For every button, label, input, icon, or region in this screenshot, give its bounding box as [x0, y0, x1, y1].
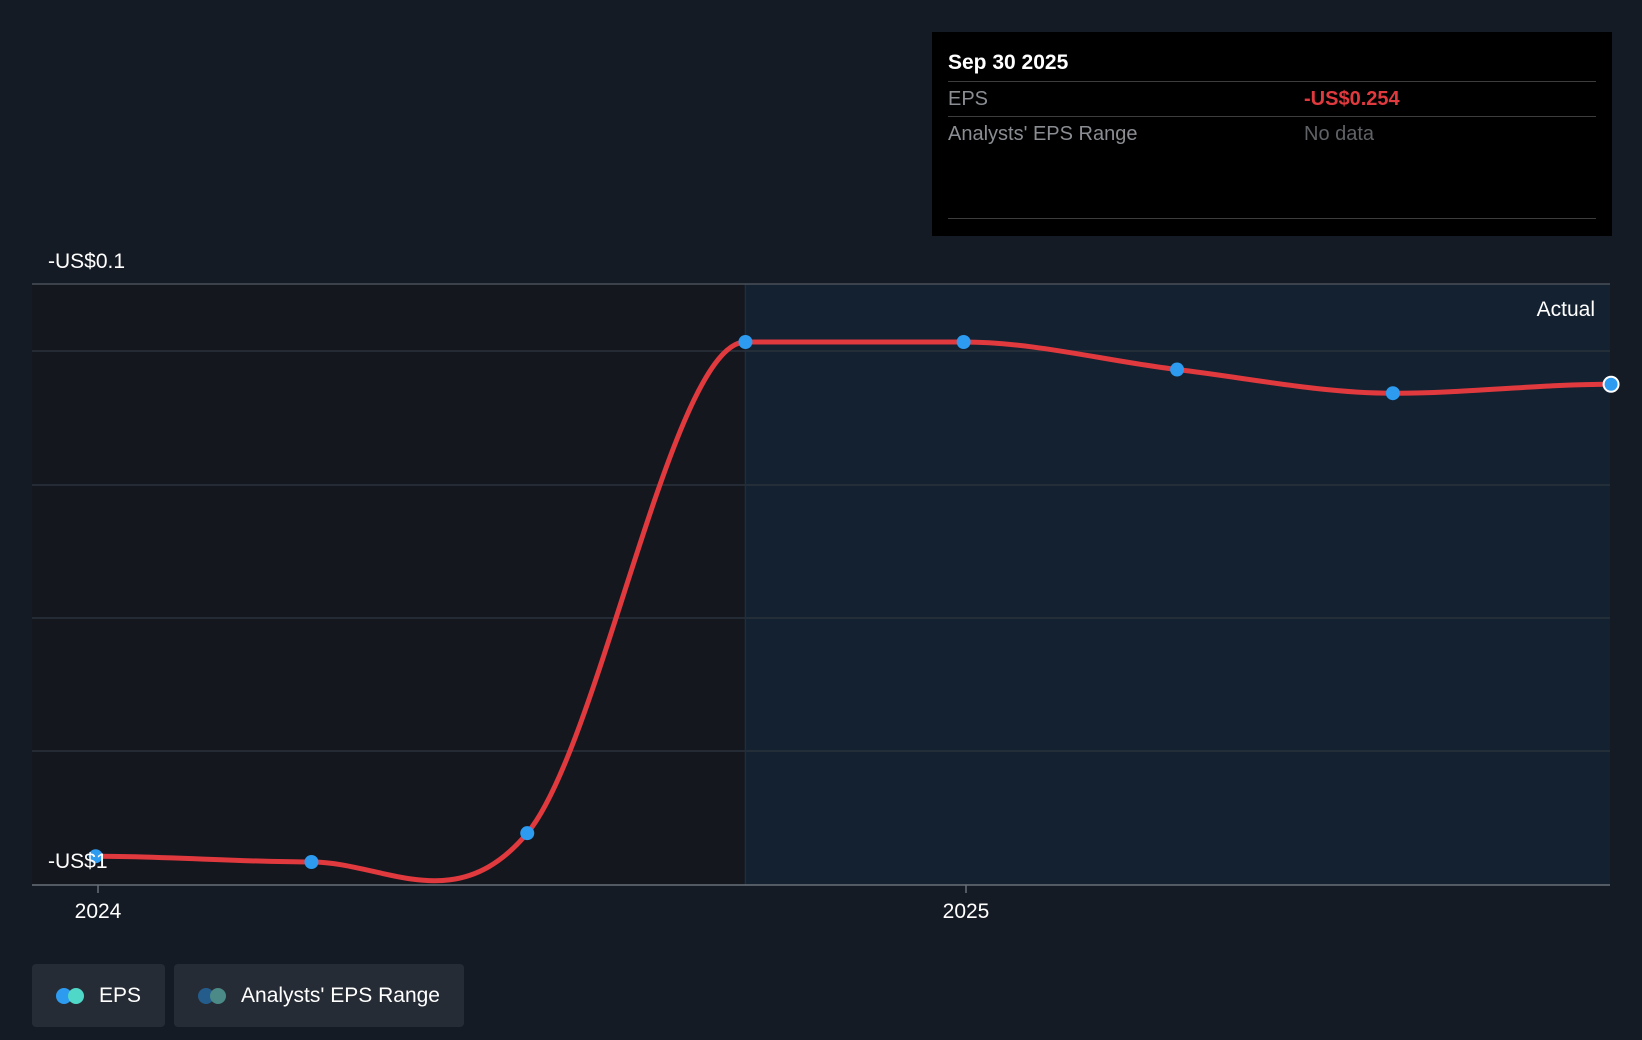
- legend-item-analysts-range[interactable]: Analysts' EPS Range: [174, 964, 464, 1027]
- tooltip-eps-label: EPS: [948, 88, 989, 110]
- legend-eps-label: EPS: [99, 983, 142, 1007]
- eps-series-line: [93, 339, 1614, 884]
- actual-region-label: Actual: [1537, 298, 1595, 321]
- eps-point-highlighted[interactable]: [1602, 375, 1620, 393]
- x-tick-label: 2025: [943, 900, 990, 923]
- eps-point[interactable]: [956, 335, 971, 349]
- eps-point[interactable]: [738, 335, 753, 349]
- eps-point[interactable]: [88, 849, 103, 864]
- eps-point[interactable]: [1170, 362, 1185, 377]
- tooltip-date: Sep 30 2025: [948, 46, 1596, 82]
- eps-legend-icon: [56, 987, 86, 1005]
- tooltip-range-label: Analysts' EPS Range: [948, 123, 1138, 145]
- eps-point[interactable]: [520, 826, 535, 841]
- y-label-bottom: -US$1: [48, 850, 108, 873]
- x-tick-label: 2024: [75, 900, 122, 923]
- tooltip-divider: [948, 218, 1596, 219]
- eps-point[interactable]: [304, 855, 319, 869]
- grid-lines: [32, 284, 1610, 885]
- y-label-top: -US$0.1: [48, 250, 125, 273]
- actual-region: [745, 284, 1610, 885]
- tooltip: Sep 30 2025 EPS -US$0.254 Analysts' EPS …: [932, 32, 1612, 236]
- eps-point[interactable]: [1385, 386, 1400, 401]
- tooltip-row-range: Analysts' EPS Range No data: [948, 117, 1596, 151]
- range-legend-icon: [198, 987, 228, 1005]
- past-region: [32, 284, 746, 885]
- tooltip-range-value: No data: [1304, 123, 1375, 145]
- legend-range-label: Analysts' EPS Range: [241, 983, 440, 1007]
- legend-item-eps[interactable]: EPS: [32, 964, 166, 1027]
- tooltip-eps-value: -US$0.254: [1304, 88, 1400, 110]
- legend: EPS Analysts' EPS Range: [32, 964, 464, 1027]
- tooltip-row-eps: EPS -US$0.254: [948, 82, 1596, 117]
